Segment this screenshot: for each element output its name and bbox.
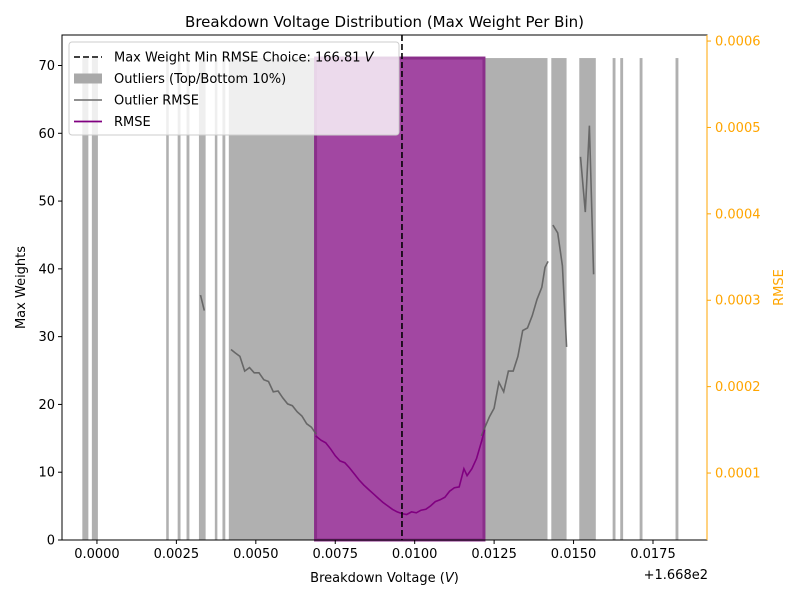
outlier-bar [222, 58, 226, 541]
y2-tick-label: 0.0001 [715, 467, 761, 482]
x-tick-label: 0.0150 [551, 547, 597, 562]
y-tick-label: 70 [38, 59, 55, 74]
y-tick-label: 50 [38, 195, 55, 210]
x-tick-label: 0.0050 [233, 547, 279, 562]
y2-tick-label: 0.0005 [715, 121, 761, 136]
outlier-bar [639, 58, 643, 541]
x-tick-label: 0.0125 [471, 547, 517, 562]
x-axis-offset-text: +1.668e2 [644, 568, 708, 583]
outlier-rmse-line [199, 294, 206, 311]
legend-box [68, 41, 400, 136]
outlier-bar [228, 58, 316, 541]
x-tick-label: 0.0000 [74, 547, 120, 562]
outlier-bar [177, 58, 181, 541]
legend-patch-swatch [74, 73, 102, 84]
outlier-bar [675, 58, 679, 541]
chart-title: Breakdown Voltage Distribution (Max Weig… [185, 13, 584, 31]
x-tick-label: 0.0100 [392, 547, 438, 562]
y2-axis-label: RMSE [772, 269, 787, 306]
y2-tick-label: 0.0006 [715, 35, 761, 50]
legend-label: Outlier RMSE [114, 94, 199, 109]
outlier-rmse-line [579, 125, 595, 275]
legend-item: RMSE [74, 115, 151, 130]
y-tick-label: 0 [47, 534, 55, 549]
outlier-rmse-line [230, 348, 317, 435]
y-tick-label: 40 [38, 262, 55, 277]
legend: Max Weight Min RMSE Choice: 166.81 V Outl… [68, 41, 400, 136]
y-tick-label: 20 [38, 398, 55, 413]
legend-label: RMSE [114, 115, 151, 130]
y2-tick-label: 0.0003 [715, 294, 761, 309]
x-axis-label: Breakdown Voltage (V) [310, 571, 459, 586]
legend-label: Outliers (Top/Bottom 10%) [114, 72, 286, 87]
y-tick-label: 60 [38, 127, 55, 142]
legend-item: Outlier RMSE [74, 94, 199, 109]
outlier-rmse-line [480, 261, 549, 437]
outlier-bar [82, 58, 89, 541]
legend-item: Max Weight Min RMSE Choice: 166.81 V [74, 51, 375, 66]
y-tick-label: 30 [38, 330, 55, 345]
outlier-bar [91, 58, 98, 541]
outlier-bar [166, 58, 169, 541]
outlier-bar [579, 58, 596, 541]
legend-items: Max Weight Min RMSE Choice: 166.81 V Outl… [74, 51, 375, 130]
outlier-bar [186, 58, 190, 541]
y-axis-label: Max Weights [14, 246, 29, 329]
y2-tick-label: 0.0004 [715, 207, 761, 222]
outlier-bar [214, 58, 218, 541]
lines-layer [199, 35, 595, 540]
legend-label: Max Weight Min RMSE Choice: 166.81 V [114, 51, 375, 66]
outlier-bar [612, 58, 616, 541]
axes-layer: 0.0000 0.0025 0.0050 0.0075 0.0100 0.0125 0.01… [38, 35, 760, 562]
outlier-rmse-line [552, 224, 568, 347]
outlier-bar [620, 58, 624, 541]
x-tick-label: 0.0175 [630, 547, 676, 562]
x-tick-label: 0.0075 [313, 547, 359, 562]
outlier-bar [551, 58, 567, 541]
y2-tick-label: 0.0002 [715, 380, 761, 395]
x-tick-label: 0.0025 [154, 547, 200, 562]
y-tick-label: 10 [38, 466, 55, 481]
legend-item: Outliers (Top/Bottom 10%) [74, 72, 286, 87]
